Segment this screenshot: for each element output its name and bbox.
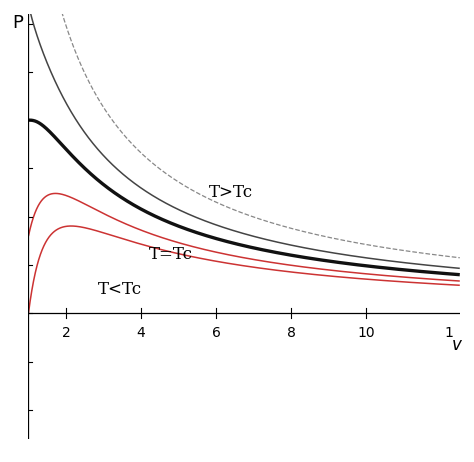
Text: T>Tc: T>Tc <box>209 184 253 201</box>
Text: T<Tc: T<Tc <box>98 281 142 298</box>
Text: 2: 2 <box>62 326 70 340</box>
Text: 6: 6 <box>211 326 220 340</box>
Text: T=Tc: T=Tc <box>148 246 192 263</box>
Text: P: P <box>12 14 23 32</box>
Text: v: v <box>452 336 462 354</box>
Text: 1: 1 <box>444 326 453 340</box>
Text: 8: 8 <box>287 326 295 340</box>
Text: 10: 10 <box>357 326 375 340</box>
Text: 4: 4 <box>137 326 146 340</box>
